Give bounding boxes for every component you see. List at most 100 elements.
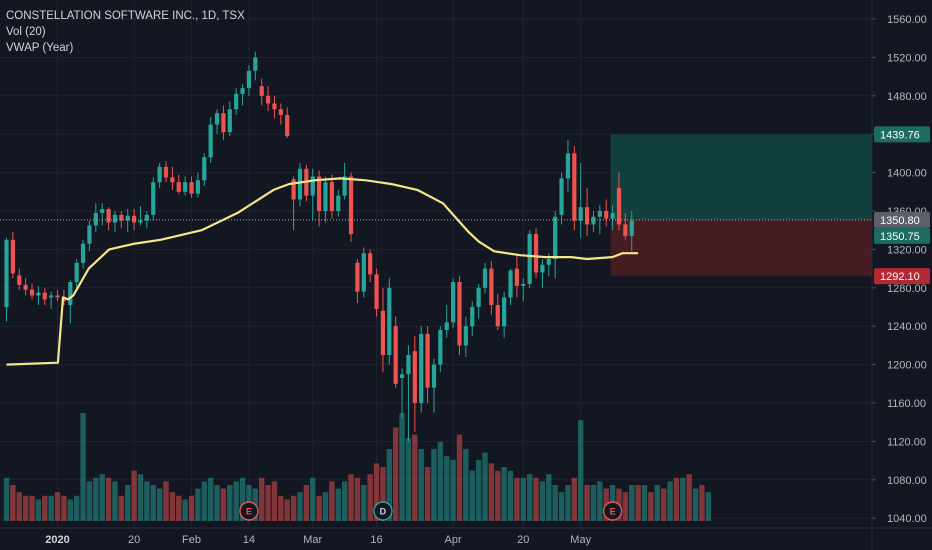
volume-bar xyxy=(290,495,297,521)
x-tick-label: 14 xyxy=(243,534,255,546)
candle-body xyxy=(623,224,628,236)
volume-bar xyxy=(539,481,546,521)
candle-body xyxy=(629,220,634,236)
volume-indicator-label[interactable]: Vol (20) xyxy=(6,26,46,38)
candle-body xyxy=(10,239,15,274)
volume-bar xyxy=(156,488,163,521)
volume-bar xyxy=(488,463,495,521)
candle-body xyxy=(208,124,213,158)
candle-body xyxy=(4,239,9,307)
candle-body xyxy=(425,333,430,388)
y-tick-label: 1200.00 xyxy=(887,360,927,372)
candle-body xyxy=(29,289,35,296)
volume-bar xyxy=(367,474,373,521)
candle-body xyxy=(36,292,41,296)
volume-bar xyxy=(629,485,635,521)
candle-body xyxy=(151,182,156,215)
time-axis[interactable]: 2020 20 Feb 14 Mar 16 Apr 20 May xyxy=(0,527,932,546)
vwap-layer xyxy=(0,177,872,366)
profit-zone xyxy=(610,134,872,220)
candle-body xyxy=(144,214,149,221)
x-tick-label: 20 xyxy=(128,534,140,546)
y-tick-label: 1520.00 xyxy=(887,52,927,64)
candle-body xyxy=(399,374,405,379)
candle-body xyxy=(138,220,143,223)
volume-bar xyxy=(686,474,692,521)
target-price-tag xyxy=(874,126,930,143)
candle-body xyxy=(514,268,519,286)
entry-price-tag xyxy=(874,227,930,244)
x-tick-label: 20 xyxy=(517,534,529,546)
volume-bar xyxy=(450,459,456,521)
candle-body xyxy=(553,216,558,259)
y-tick-label: 1320.00 xyxy=(887,244,927,256)
candle-body xyxy=(470,307,475,327)
x-tick-label: Apr xyxy=(445,534,462,546)
volume-bar xyxy=(125,485,131,521)
candle-body xyxy=(195,180,200,194)
volume-bar xyxy=(412,434,418,521)
candle-body xyxy=(132,215,137,223)
candle-body xyxy=(297,168,303,200)
vwap-indicator-label[interactable]: VWAP (Year) xyxy=(6,42,74,54)
volume-bar xyxy=(118,495,125,521)
volume-bar xyxy=(501,467,507,521)
candle-body xyxy=(323,182,328,211)
candle-body xyxy=(125,215,130,221)
volume-bar xyxy=(520,477,526,521)
candle-body xyxy=(342,176,347,196)
earnings-marker xyxy=(602,501,623,521)
candle-body xyxy=(610,212,615,219)
volume-bar xyxy=(16,492,22,521)
candle-body xyxy=(387,287,392,355)
volume-bar xyxy=(584,485,590,521)
y-tick-label: 1280.00 xyxy=(887,283,927,295)
volume-bar xyxy=(278,495,284,521)
x-tick-label: 2020 xyxy=(45,534,69,546)
event-marker-label: D xyxy=(380,507,387,517)
candle-body xyxy=(604,211,609,219)
candle-body xyxy=(374,274,379,309)
y-tick-label: 1040.00 xyxy=(887,513,927,525)
volume-bar xyxy=(514,477,520,521)
symbol-title[interactable]: CONSTELLATION SOFTWARE INC., 1D, TSX xyxy=(6,10,245,22)
x-tick-label: May xyxy=(570,534,591,546)
volume-bar xyxy=(61,495,67,521)
candlesticks xyxy=(4,51,634,442)
volume-bar xyxy=(150,485,156,521)
candle-body xyxy=(406,355,411,375)
candle-body xyxy=(23,284,28,290)
candle-body xyxy=(55,295,60,298)
volume-bar xyxy=(565,485,571,521)
candle-body xyxy=(565,153,571,179)
x-tick-label: Feb xyxy=(182,534,201,546)
candle-body xyxy=(502,297,507,327)
volume-bar xyxy=(571,477,578,521)
volume-bar xyxy=(42,495,48,521)
volume-bar xyxy=(705,492,711,521)
volume-bar xyxy=(54,492,61,521)
candle-body xyxy=(42,292,47,300)
candle-body xyxy=(380,310,386,355)
volume-bar xyxy=(673,477,680,521)
volume-bar xyxy=(475,459,482,521)
volume-bar xyxy=(590,485,597,521)
volume-bar xyxy=(373,463,380,521)
volume-bar xyxy=(93,477,99,521)
candle-body xyxy=(189,182,194,194)
volume-bar xyxy=(482,452,488,521)
candle-body xyxy=(438,330,443,365)
candle-body xyxy=(540,264,545,273)
candle-body xyxy=(176,182,181,192)
candle-body xyxy=(221,113,226,133)
volume-bar xyxy=(354,477,361,521)
volume-bar xyxy=(386,449,392,521)
volume-bar xyxy=(310,477,316,521)
candle-body xyxy=(463,326,468,346)
candle-body xyxy=(482,268,488,288)
candle-body xyxy=(521,283,526,286)
candle-body xyxy=(202,157,207,181)
y-tick-label: 1080.00 xyxy=(887,475,927,487)
